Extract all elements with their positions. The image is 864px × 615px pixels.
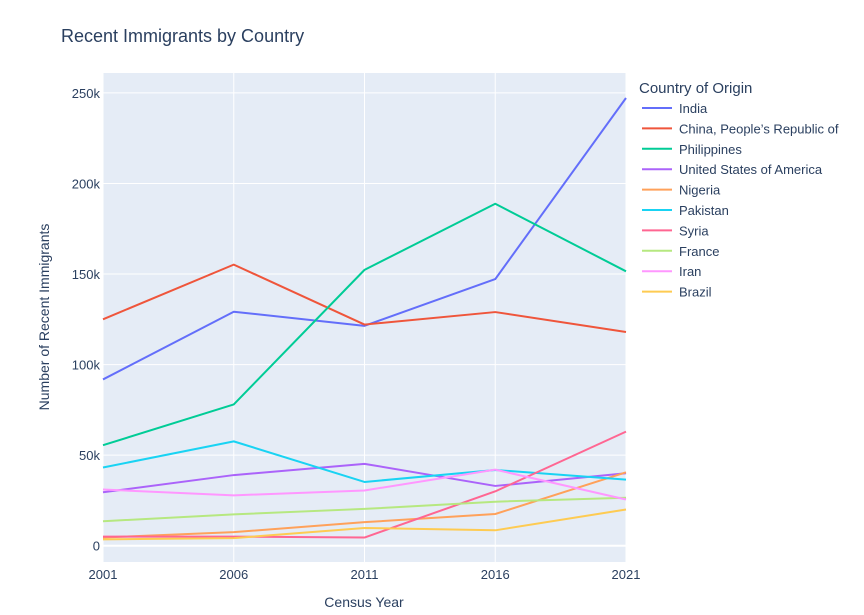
legend-item[interactable]: France [642,244,719,259]
legend-title: Country of Origin [639,80,752,97]
legend-item[interactable]: United States of America [642,162,823,177]
series-line-iran [102,468,627,501]
legend-label: Brazil [679,285,712,300]
legend-label: India [679,101,708,116]
legend-label: Philippines [679,142,742,157]
series-line-china-people-s-republic-of [102,263,627,333]
legend-item[interactable]: Nigeria [642,183,721,198]
series-line-france [102,496,627,523]
legend-label: Nigeria [679,183,721,198]
chart-title: Recent Immigrants by Country [61,26,304,46]
y-tick-label: 200k [72,176,101,191]
legend-item[interactable]: Pakistan [642,203,729,218]
legend-label: Pakistan [679,203,729,218]
x-tick-label: 2021 [612,567,641,582]
y-axis-ticks: 0 50k 100k 150k 200k 250k [72,86,101,554]
series-line-syria [103,430,627,539]
legend-label: United States of America [679,162,823,177]
legend-label: Iran [679,264,701,279]
gridlines [102,73,627,562]
y-axis-title: Number of Recent Immigrants [36,224,52,411]
x-tick-label: 2011 [351,567,379,582]
x-tick-label: 2001 [89,567,118,582]
x-tick-label: 2016 [481,567,510,582]
series-lines [102,97,627,541]
legend-item[interactable]: Syria [642,223,709,238]
series-line-philippines [102,202,627,447]
series-line-united-states-of-america [102,462,627,494]
series-line-pakistan [102,440,627,483]
x-axis-title: Census Year [324,594,404,610]
legend-label: France [679,244,719,259]
legend-label: China, People’s Republic of [679,121,839,136]
y-tick-label: 50k [79,448,100,463]
series-line-brazil [102,508,627,541]
legend-item[interactable]: Brazil [642,285,712,300]
y-tick-label: 100k [72,358,101,373]
y-tick-label: 250k [72,86,101,101]
x-tick-label: 2006 [219,567,248,582]
legend-item[interactable]: Philippines [642,142,742,157]
legend-item[interactable]: Iran [642,264,701,279]
y-tick-label: 150k [72,267,101,282]
legend-label: Syria [679,223,709,238]
x-axis-ticks: 2001 2006 2011 2016 2021 [89,567,641,582]
series-line-india [102,97,627,381]
legend: India China, People’s Republic of Philippi… [642,101,839,300]
legend-item[interactable]: China, People’s Republic of [642,121,839,136]
y-tick-label: 0 [93,539,100,554]
legend-item[interactable]: India [642,101,708,116]
